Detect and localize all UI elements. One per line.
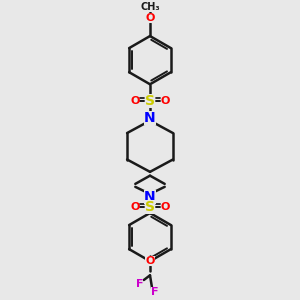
Text: O: O [160, 202, 170, 212]
Text: S: S [145, 94, 155, 108]
Text: O: O [145, 256, 155, 266]
Text: F: F [136, 278, 143, 289]
Text: N: N [144, 190, 156, 203]
Text: O: O [130, 202, 140, 212]
Text: O: O [160, 96, 170, 106]
Text: CH₃: CH₃ [140, 2, 160, 12]
Text: F: F [152, 287, 159, 297]
Text: O: O [130, 96, 140, 106]
Text: S: S [145, 200, 155, 214]
Text: N: N [144, 111, 156, 125]
Text: O: O [145, 13, 155, 22]
